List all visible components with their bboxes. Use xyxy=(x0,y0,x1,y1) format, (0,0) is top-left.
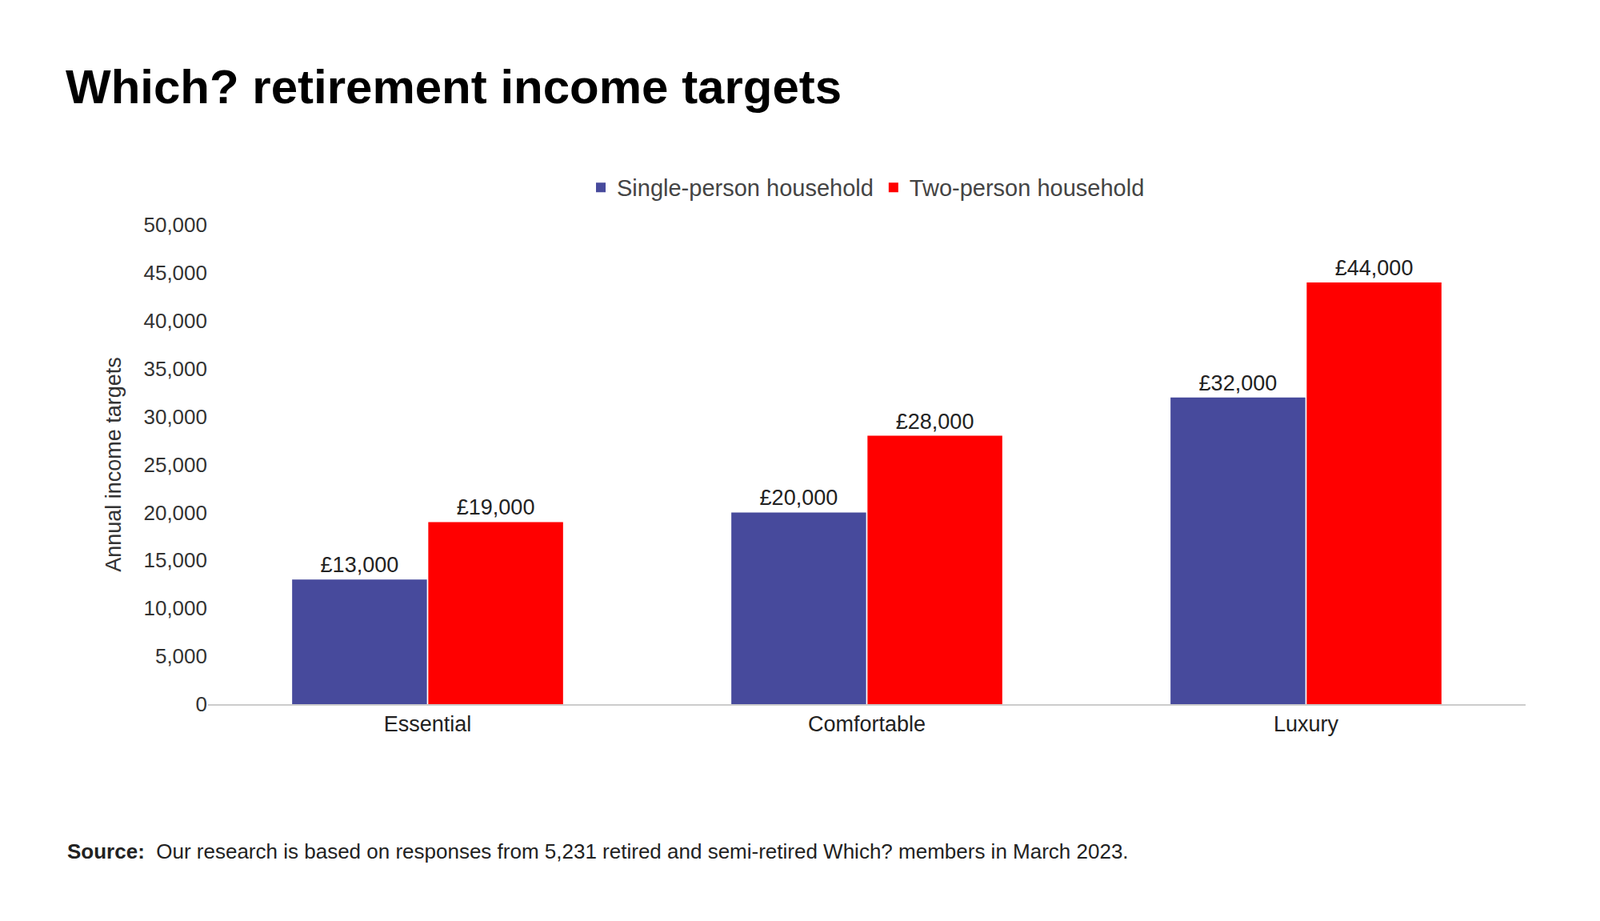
svg-text:0: 0 xyxy=(196,692,208,716)
svg-text:Single-person household: Single-person household xyxy=(616,175,874,201)
svg-text:£28,000: £28,000 xyxy=(896,409,975,434)
svg-text:£13,000: £13,000 xyxy=(320,552,400,577)
svg-text:50,000: 50,000 xyxy=(143,212,208,237)
svg-text:25,000: 25,000 xyxy=(143,452,208,477)
svg-text:Two-person household: Two-person household xyxy=(909,175,1144,201)
svg-text:£32,000: £32,000 xyxy=(1199,371,1278,396)
svg-text:Comfortable: Comfortable xyxy=(808,712,926,736)
svg-text:20,000: 20,000 xyxy=(143,500,208,525)
svg-text:Luxury: Luxury xyxy=(1273,712,1340,736)
svg-text:Source: Our research is based: Source: Our research is based on respons… xyxy=(67,839,1129,864)
svg-text:35,000: 35,000 xyxy=(143,356,208,381)
svg-text:Annual income targets: Annual income targets xyxy=(101,356,126,572)
svg-text:£19,000: £19,000 xyxy=(456,495,536,520)
svg-text:Essential: Essential xyxy=(384,712,472,736)
svg-text:£44,000: £44,000 xyxy=(1335,256,1414,280)
svg-text:10,000: 10,000 xyxy=(143,596,208,620)
svg-text:£20,000: £20,000 xyxy=(760,485,839,510)
svg-text:5,000: 5,000 xyxy=(155,644,208,668)
svg-text:45,000: 45,000 xyxy=(143,260,208,285)
svg-text:40,000: 40,000 xyxy=(143,308,208,333)
svg-text:15,000: 15,000 xyxy=(143,548,208,572)
svg-text:30,000: 30,000 xyxy=(143,404,208,429)
svg-text:Which? retirement income targe: Which? retirement income targets xyxy=(65,60,842,114)
